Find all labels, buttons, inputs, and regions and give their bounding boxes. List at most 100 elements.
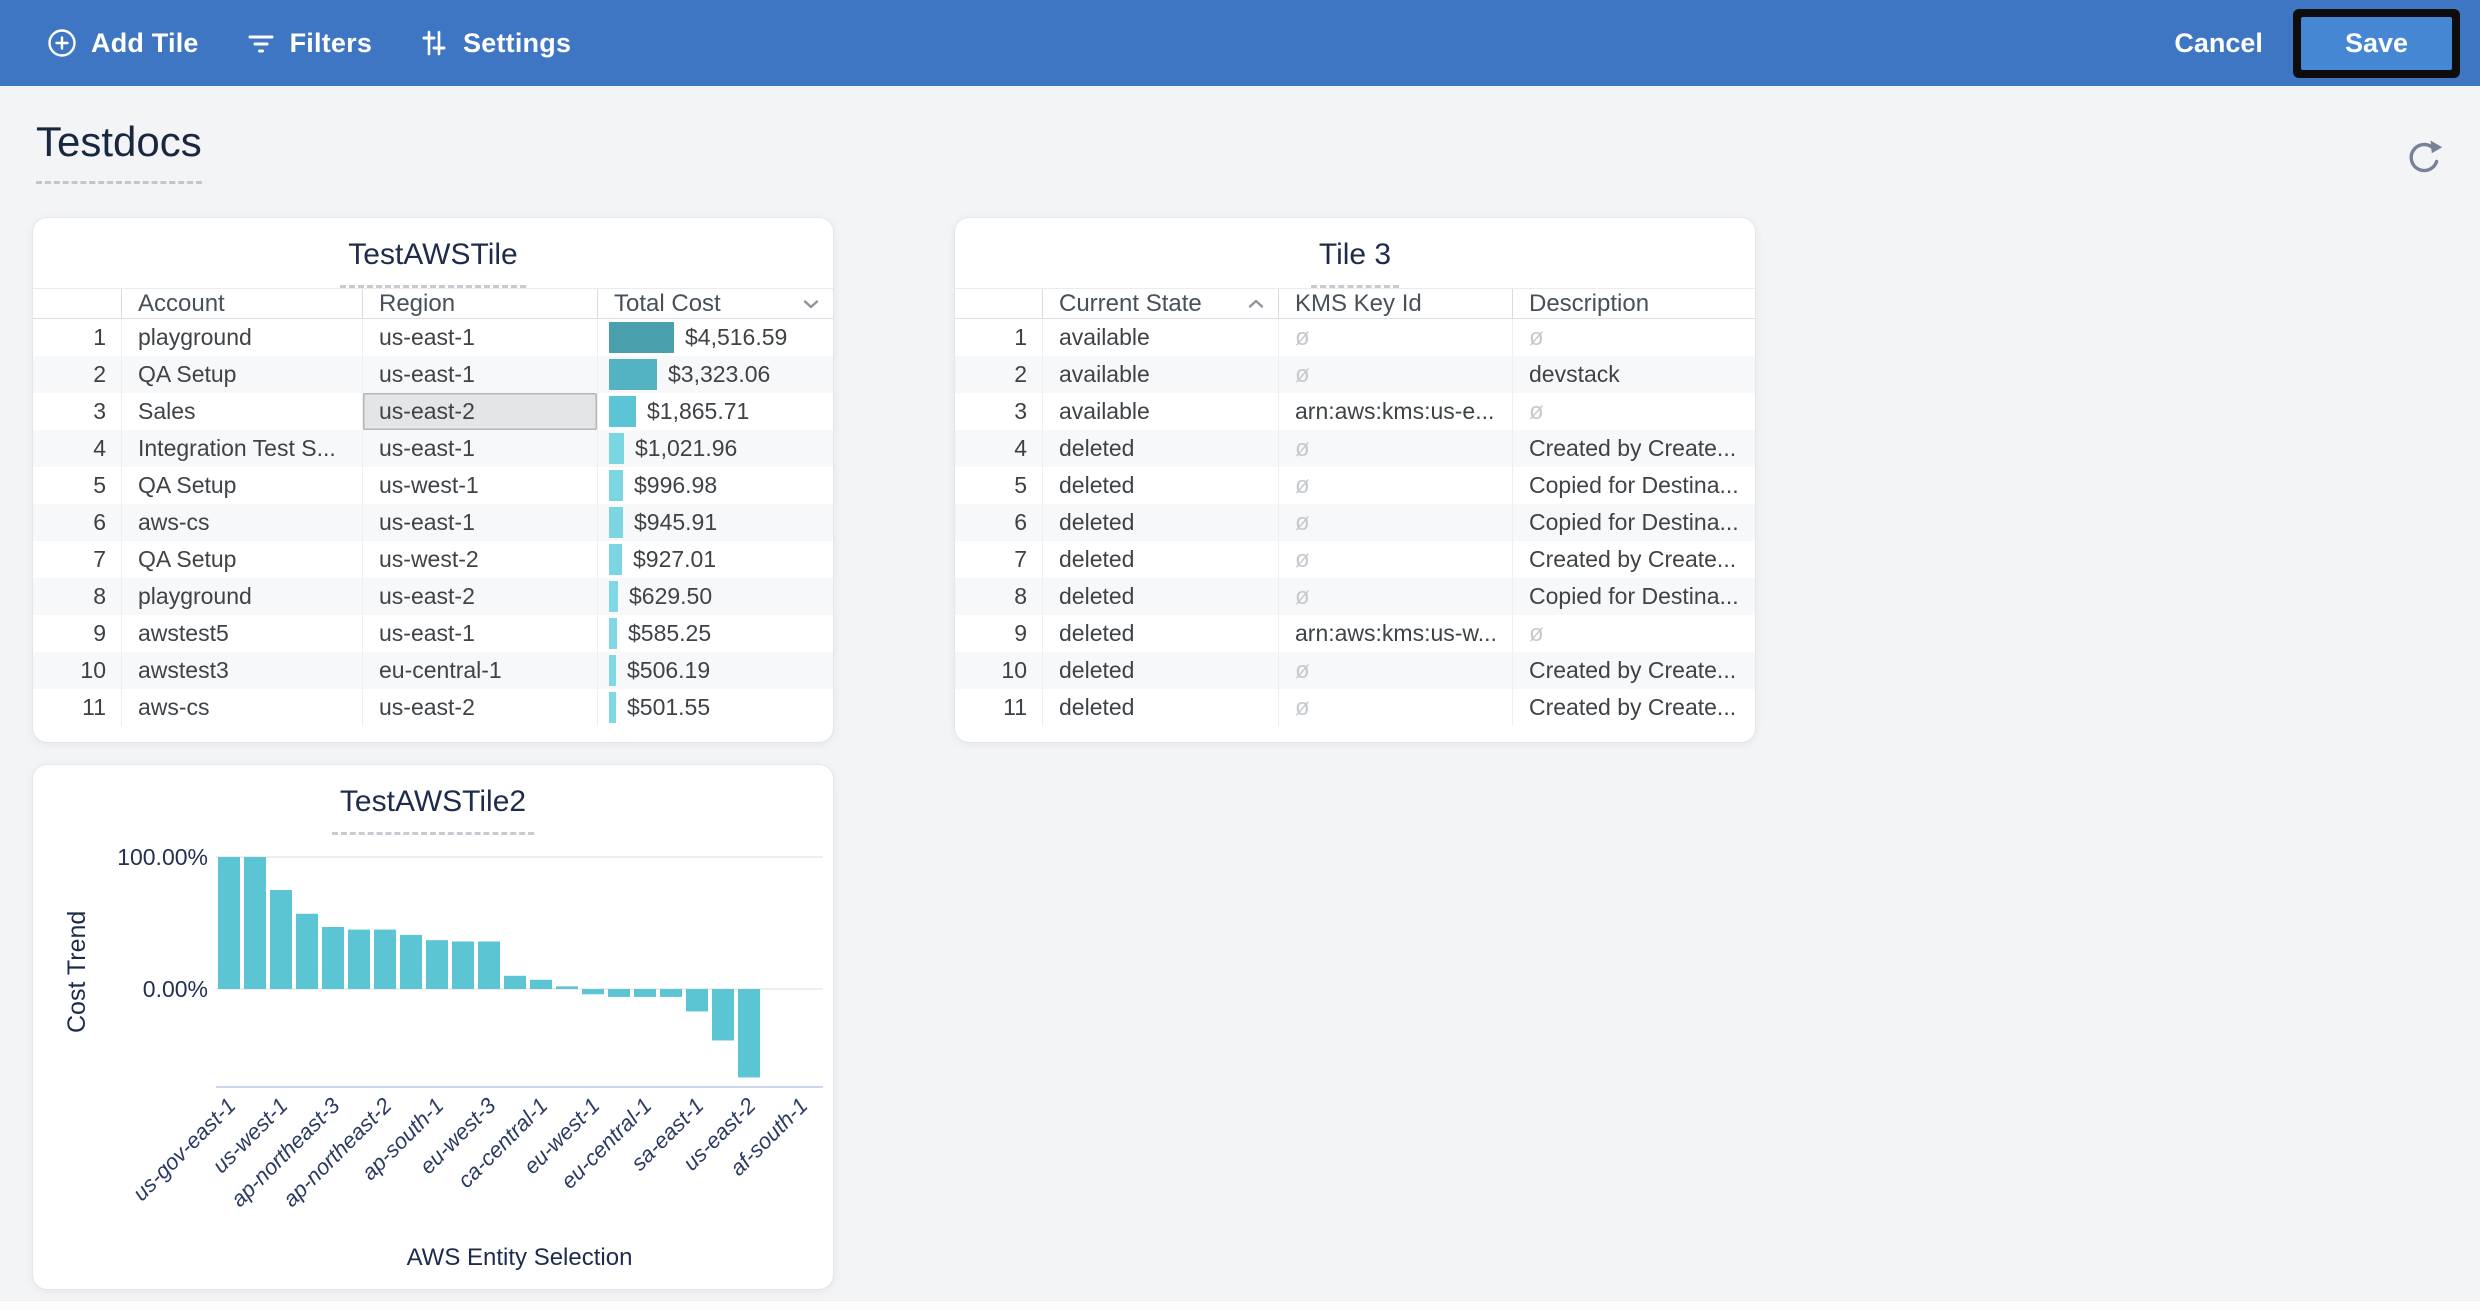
chart-bar[interactable] — [374, 929, 396, 989]
cell-kms-key-id[interactable]: ø — [1278, 467, 1512, 504]
cancel-button[interactable]: Cancel — [2174, 27, 2263, 58]
cell-region-selected[interactable]: us-east-2 — [362, 393, 597, 430]
cell-kms-key-id[interactable]: ø — [1278, 319, 1512, 356]
chart-bar[interactable] — [608, 989, 630, 997]
cell-region[interactable]: us-east-1 — [362, 615, 597, 652]
cell-current-state[interactable]: deleted — [1042, 430, 1278, 467]
cell-description[interactable]: ø — [1512, 393, 1755, 430]
cell-total-cost[interactable]: $3,323.06 — [597, 356, 833, 393]
cell-description[interactable]: ø — [1512, 319, 1755, 356]
chart-bar[interactable] — [660, 989, 682, 997]
cell-account[interactable]: QA Setup — [121, 356, 362, 393]
cell-account[interactable]: Integration Test S... — [121, 430, 362, 467]
cell-account[interactable]: aws-cs — [121, 504, 362, 541]
tile-title-tile3[interactable]: Tile 3 — [1310, 238, 1400, 288]
cell-region[interactable]: us-east-1 — [362, 430, 597, 467]
chart-bar[interactable] — [218, 857, 240, 989]
column-header-description[interactable]: Description — [1512, 289, 1755, 318]
cell-kms-key-id[interactable]: ø — [1278, 578, 1512, 615]
cell-account[interactable]: playground — [121, 578, 362, 615]
cell-total-cost[interactable]: $996.98 — [597, 467, 833, 504]
settings-button[interactable]: Settings — [418, 27, 571, 59]
chart-bar[interactable] — [296, 913, 318, 989]
cell-current-state[interactable]: deleted — [1042, 615, 1278, 652]
cell-kms-key-id[interactable]: ø — [1278, 689, 1512, 726]
cell-region[interactable]: us-east-1 — [362, 319, 597, 356]
cell-total-cost[interactable]: $945.91 — [597, 504, 833, 541]
page-title[interactable]: Testdocs — [36, 118, 202, 184]
chart-bar[interactable] — [504, 975, 526, 989]
cell-account[interactable]: QA Setup — [121, 467, 362, 504]
cell-total-cost[interactable]: $1,021.96 — [597, 430, 833, 467]
cell-description[interactable]: ø — [1512, 615, 1755, 652]
cell-region[interactable]: us-east-2 — [362, 689, 597, 726]
chart-bar[interactable] — [634, 989, 656, 997]
chart-bar[interactable] — [400, 934, 422, 989]
chart-bar[interactable] — [348, 929, 370, 989]
cell-region[interactable]: us-east-1 — [362, 356, 597, 393]
cell-kms-key-id[interactable]: ø — [1278, 356, 1512, 393]
cell-description[interactable]: Created by Create... — [1512, 689, 1755, 726]
cell-current-state[interactable]: available — [1042, 356, 1278, 393]
chart-bar[interactable] — [270, 890, 292, 989]
column-header-total-cost[interactable]: Total Cost — [597, 289, 833, 318]
cell-total-cost[interactable]: $506.19 — [597, 652, 833, 689]
cell-description[interactable]: Copied for Destina... — [1512, 467, 1755, 504]
cell-total-cost[interactable]: $629.50 — [597, 578, 833, 615]
cell-total-cost[interactable]: $501.55 — [597, 689, 833, 726]
chart-bar[interactable] — [530, 979, 552, 989]
cell-current-state[interactable]: available — [1042, 319, 1278, 356]
add-tile-button[interactable]: Add Tile — [46, 27, 199, 59]
chart-bar[interactable] — [582, 989, 604, 995]
cell-kms-key-id[interactable]: ø — [1278, 652, 1512, 689]
chart-bar[interactable] — [712, 989, 734, 1041]
chart-bar[interactable] — [686, 989, 708, 1012]
cell-description[interactable]: Created by Create... — [1512, 541, 1755, 578]
cell-current-state[interactable]: deleted — [1042, 504, 1278, 541]
cell-account[interactable]: Sales — [121, 393, 362, 430]
chart-bar[interactable] — [244, 857, 266, 989]
cell-total-cost[interactable]: $585.25 — [597, 615, 833, 652]
cell-region[interactable]: us-east-1 — [362, 504, 597, 541]
cell-kms-key-id[interactable]: arn:aws:kms:us-e... — [1278, 393, 1512, 430]
column-header-region[interactable]: Region — [362, 289, 597, 318]
refresh-button[interactable] — [2400, 134, 2448, 182]
cell-description[interactable]: Copied for Destina... — [1512, 578, 1755, 615]
chart-bar[interactable] — [452, 941, 474, 989]
cell-region[interactable]: us-west-2 — [362, 541, 597, 578]
save-button[interactable]: Save — [2300, 16, 2452, 70]
cell-description[interactable]: Created by Create... — [1512, 430, 1755, 467]
chart-bar[interactable] — [322, 926, 344, 989]
cell-region[interactable]: eu-central-1 — [362, 652, 597, 689]
tile-title-testawstile[interactable]: TestAWSTile — [340, 238, 526, 288]
cell-description[interactable]: devstack — [1512, 356, 1755, 393]
chart-bar[interactable] — [738, 989, 760, 1078]
cell-total-cost[interactable]: $927.01 — [597, 541, 833, 578]
cell-account[interactable]: aws-cs — [121, 689, 362, 726]
cell-region[interactable]: us-east-2 — [362, 578, 597, 615]
cell-current-state[interactable]: deleted — [1042, 541, 1278, 578]
cell-current-state[interactable]: deleted — [1042, 467, 1278, 504]
cell-total-cost[interactable]: $1,865.71 — [597, 393, 833, 430]
cell-kms-key-id[interactable]: arn:aws:kms:us-w... — [1278, 615, 1512, 652]
tile-title-testawstile2[interactable]: TestAWSTile2 — [331, 785, 535, 835]
cell-current-state[interactable]: deleted — [1042, 652, 1278, 689]
cell-kms-key-id[interactable]: ø — [1278, 430, 1512, 467]
chart-bar[interactable] — [426, 940, 448, 989]
cell-current-state[interactable]: available — [1042, 393, 1278, 430]
cell-account[interactable]: awstest3 — [121, 652, 362, 689]
cell-account[interactable]: awstest5 — [121, 615, 362, 652]
filters-button[interactable]: Filters — [245, 27, 372, 59]
cell-total-cost[interactable]: $4,516.59 — [597, 319, 833, 356]
chart-bar[interactable] — [556, 986, 578, 989]
column-header-kms-key-id[interactable]: KMS Key Id — [1278, 289, 1512, 318]
chart-bar[interactable] — [478, 941, 500, 989]
cell-description[interactable]: Created by Create... — [1512, 652, 1755, 689]
column-header-current-state[interactable]: Current State — [1042, 289, 1278, 318]
cell-kms-key-id[interactable]: ø — [1278, 541, 1512, 578]
cell-current-state[interactable]: deleted — [1042, 689, 1278, 726]
cell-kms-key-id[interactable]: ø — [1278, 504, 1512, 541]
cell-account[interactable]: playground — [121, 319, 362, 356]
cell-current-state[interactable]: deleted — [1042, 578, 1278, 615]
cell-account[interactable]: QA Setup — [121, 541, 362, 578]
